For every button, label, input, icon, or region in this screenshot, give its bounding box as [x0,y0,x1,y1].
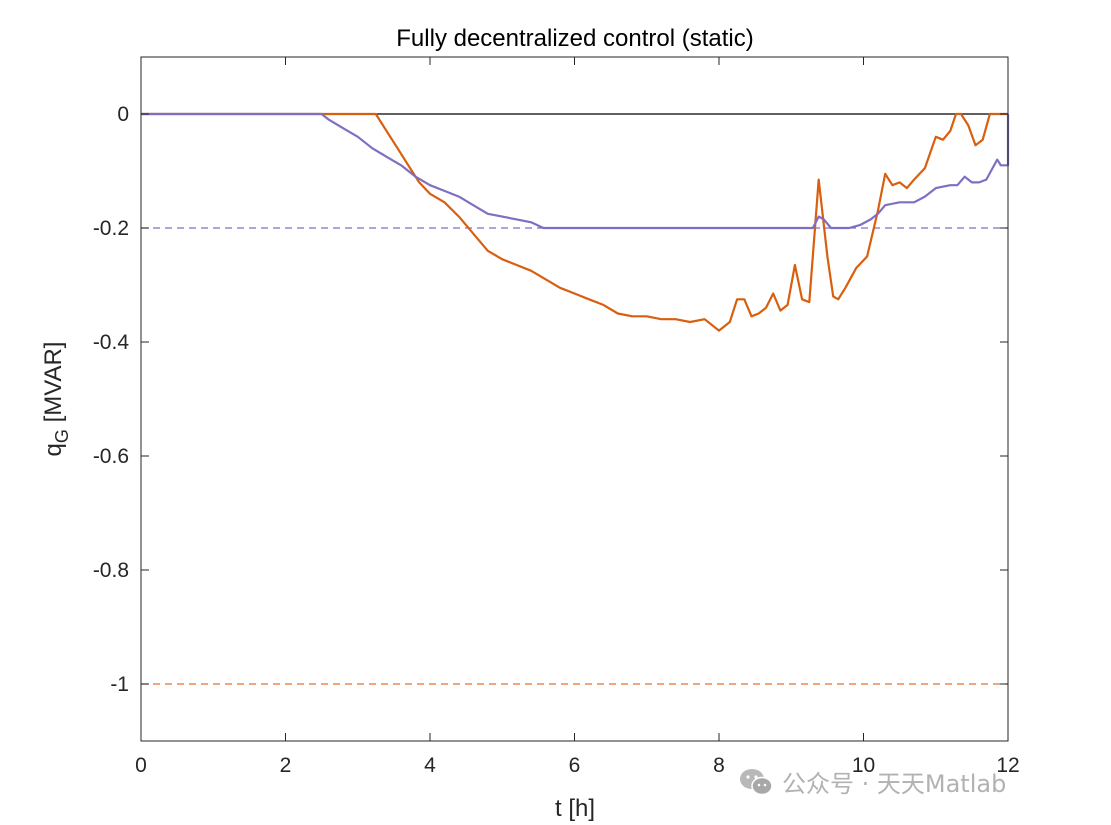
y-axis-label-unit: [MVAR] [40,342,67,423]
svg-text:qG [MVAR]: qG [MVAR] [40,342,72,457]
series-layer [141,112,1010,332]
y-tick-label: 0 [117,103,129,126]
y-axis-label-subscript: G [52,429,72,443]
series-line-0 [141,112,1008,332]
y-tick-label: -0.6 [93,445,129,468]
plot-area [141,57,1008,741]
y-axis-label-main: q [40,443,67,456]
x-tick-label: 6 [569,754,581,777]
watermark: 公众号 · 天天Matlab [738,764,1006,799]
y-axis-ticks: 0 -0.2 -0.4 -0.6 -0.8 -1 [93,103,1008,696]
x-tick-label: 4 [424,754,436,777]
y-tick-label: -1 [110,673,129,696]
y-tick-label: -0.4 [93,331,130,354]
x-tick-label: 2 [280,754,292,777]
x-axis-label: t [h] [555,795,595,822]
x-tick-label: 12 [996,754,1019,777]
x-tick-label: 8 [713,754,725,777]
y-tick-label: -0.2 [93,217,129,240]
x-tick-label: 10 [852,754,875,777]
x-tick-label: 0 [135,754,147,777]
x-axis-ticks: 0 2 4 6 8 10 12 [135,57,1020,777]
y-axis-label: qG [MVAR] [40,342,72,457]
chart-title: Fully decentralized control (static) [396,25,753,52]
wechat-icon [740,768,773,795]
watermark-text: 公众号 · 天天Matlab [782,770,1007,798]
y-tick-label: -0.8 [93,559,129,582]
series-line-1 [141,112,1010,230]
y-axis-label-space [40,422,67,429]
